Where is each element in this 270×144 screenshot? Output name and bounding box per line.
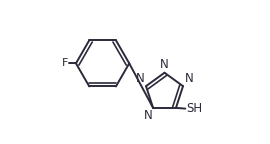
Text: SH: SH (186, 102, 202, 115)
Text: N: N (136, 72, 145, 85)
Text: N: N (184, 72, 193, 85)
Text: N: N (144, 109, 152, 122)
Text: F: F (62, 58, 68, 68)
Text: N: N (160, 58, 169, 71)
